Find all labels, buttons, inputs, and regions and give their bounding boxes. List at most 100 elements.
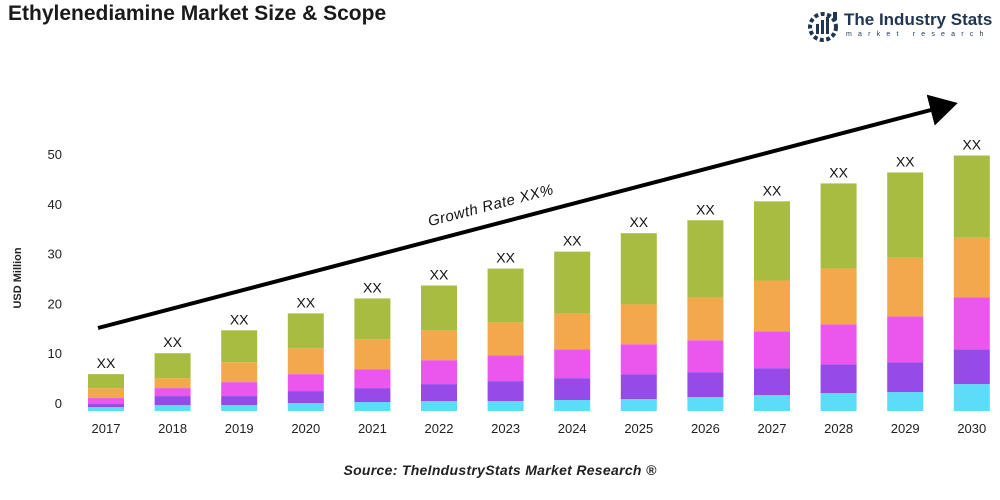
bar-stack-2021: XX xyxy=(354,279,391,411)
bar-stack-2018: XX xyxy=(154,334,191,411)
x-tick-label: 2017 xyxy=(92,421,121,436)
data-label: XX xyxy=(829,164,848,180)
x-tick-label: 2019 xyxy=(225,421,254,436)
bar-segment-5 xyxy=(754,201,790,281)
bar-stack-2025: XX xyxy=(620,214,657,411)
data-label: XX xyxy=(962,137,981,153)
bar-segment-3 xyxy=(421,360,457,385)
bar-segment-1 xyxy=(487,401,524,411)
bar-segment-2 xyxy=(154,396,191,406)
data-label: XX xyxy=(163,334,182,350)
bar-segment-3 xyxy=(953,297,990,350)
bar-segment-4 xyxy=(820,268,857,325)
source-note: Source: TheIndustryStats Market Research… xyxy=(343,462,657,478)
logo-name: The Industry Stats xyxy=(844,10,993,29)
bar-segment-5 xyxy=(554,251,591,314)
bar-segment-4 xyxy=(953,237,990,298)
y-tick-label: 50 xyxy=(48,147,62,162)
bar-segment-4 xyxy=(287,348,324,375)
x-tick-label: 2029 xyxy=(891,421,920,436)
bar-segment-4 xyxy=(687,297,724,341)
bar-stack-2026: XX xyxy=(687,201,724,411)
data-label: XX xyxy=(896,153,915,169)
bar-stack-2030: XX xyxy=(953,137,990,411)
data-label: XX xyxy=(629,214,648,230)
growth-rate-annotation: Growth Rate XX% xyxy=(426,181,555,230)
x-tick-label: 2018 xyxy=(158,421,187,436)
x-tick-label: 2027 xyxy=(758,421,787,436)
bar-segment-5 xyxy=(287,313,324,349)
y-tick-label: 0 xyxy=(55,396,62,411)
bar-segment-5 xyxy=(221,330,258,363)
bar-segment-5 xyxy=(354,298,391,340)
bar-segment-2 xyxy=(953,349,990,385)
data-label: XX xyxy=(496,250,515,266)
logo-tagline: market research xyxy=(846,31,990,38)
bar-segment-1 xyxy=(687,397,724,411)
growth-arrow xyxy=(97,94,958,330)
bar-segment-1 xyxy=(620,399,657,411)
bar-segment-3 xyxy=(554,349,591,379)
bar-segment-5 xyxy=(953,155,990,238)
bar-segment-5 xyxy=(487,268,524,323)
bar-segment-5 xyxy=(820,183,857,269)
bar-segment-2 xyxy=(554,378,591,401)
bar-segment-4 xyxy=(554,313,591,350)
bar-stack-2029: XX xyxy=(887,153,924,411)
data-label: XX xyxy=(696,201,715,217)
bar-segment-1 xyxy=(287,403,324,411)
bar-segment-2 xyxy=(221,396,258,406)
bar-segment-3 xyxy=(154,388,191,397)
bar-segment-4 xyxy=(620,304,657,345)
bar-stack-2027: XX xyxy=(754,182,790,411)
bar-segment-4 xyxy=(354,339,391,370)
x-tick-label: 2026 xyxy=(691,421,720,436)
bar-segment-2 xyxy=(287,391,324,404)
bar-segment-1 xyxy=(754,395,790,411)
bar-segment-3 xyxy=(820,324,857,365)
bar-segment-1 xyxy=(354,402,391,411)
bar-segment-3 xyxy=(354,369,391,389)
data-label: XX xyxy=(363,279,382,295)
bar-stack-2024: XX xyxy=(554,233,591,411)
bar-segment-3 xyxy=(887,316,924,363)
page-title: Ethylenediamine Market Size & Scope xyxy=(8,2,387,25)
bar-segment-1 xyxy=(554,400,591,411)
bar-segment-2 xyxy=(754,368,790,396)
data-label: XX xyxy=(296,294,315,310)
bar-segment-1 xyxy=(221,405,258,411)
bar-segment-1 xyxy=(953,384,990,411)
x-tick-label: 2030 xyxy=(957,421,986,436)
bar-segment-1 xyxy=(820,393,857,411)
bar-segment-5 xyxy=(88,374,124,389)
bar-segment-5 xyxy=(421,285,457,331)
data-label: XX xyxy=(430,267,449,283)
bar-segment-1 xyxy=(887,392,924,411)
y-axis-label: USD Million xyxy=(12,247,24,308)
bar-segment-2 xyxy=(620,374,657,400)
data-label: XX xyxy=(563,233,582,249)
bar-stack-2022: XX xyxy=(421,267,457,411)
bar-segment-5 xyxy=(687,220,724,298)
bar-stack-2023: XX xyxy=(487,250,524,411)
bar-segment-2 xyxy=(820,364,857,394)
bar-segment-2 xyxy=(88,404,124,408)
y-tick-label: 40 xyxy=(48,197,62,212)
bar-segment-1 xyxy=(88,407,124,411)
bar-segment-1 xyxy=(421,401,457,411)
bar-stack-2019: XX xyxy=(221,311,258,411)
bar-stack-2028: XX xyxy=(820,164,857,411)
bar-segment-4 xyxy=(887,257,924,317)
bar-segment-5 xyxy=(887,172,924,258)
y-tick-label: 10 xyxy=(48,346,62,361)
bar-segment-3 xyxy=(687,340,724,373)
bar-segment-3 xyxy=(88,398,124,405)
x-tick-label: 2021 xyxy=(358,421,387,436)
bar-segment-3 xyxy=(754,331,790,369)
bar-segment-2 xyxy=(687,372,724,398)
x-tick-label: 2024 xyxy=(558,421,587,436)
x-tick-label: 2028 xyxy=(824,421,853,436)
x-tick-label: 2025 xyxy=(624,421,653,436)
bar-segment-4 xyxy=(88,388,124,399)
